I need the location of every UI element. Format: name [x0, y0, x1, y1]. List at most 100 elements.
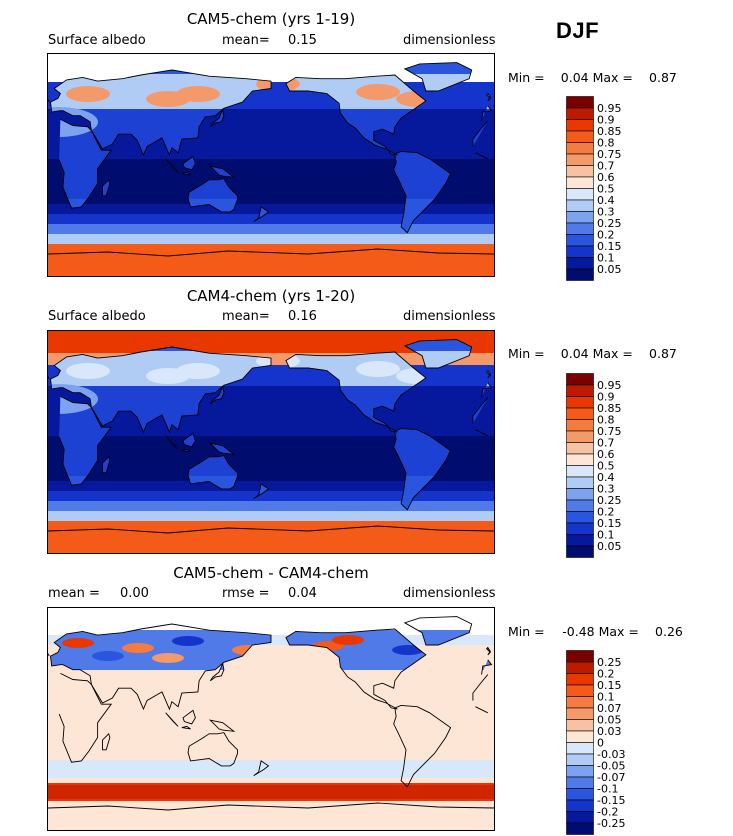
colorbar-tick-label: 0.3	[597, 483, 615, 496]
colorbar-tick-label: 0.85	[597, 402, 622, 415]
colorbar-swatch	[566, 753, 594, 766]
colorbar-swatch	[566, 384, 594, 397]
colorbar-swatch	[566, 707, 594, 720]
colorbar-tick-label: 0.6	[597, 448, 615, 461]
colorbar-swatch	[566, 222, 594, 235]
colorbar-swatch	[566, 673, 594, 686]
colorbar-swatch	[566, 188, 594, 201]
colorbar-tick-label: 0.85	[597, 125, 622, 138]
colorbar-tick-label: 0.9	[597, 114, 615, 127]
colorbar-tick-label: 0.4	[597, 471, 615, 484]
colorbar-swatch	[566, 776, 594, 789]
colorbar-tick-label: 0.15	[597, 517, 622, 530]
colorbar-tick-label: 0.95	[597, 102, 622, 115]
colorbar-tick-label: 0.8	[597, 137, 615, 150]
colorbar-tick-label: 0.6	[597, 171, 615, 184]
colorbar-tick-label: 0.2	[597, 668, 615, 681]
colorbar-swatch	[566, 765, 594, 778]
min-value: 0.04	[560, 346, 589, 361]
colorbar-swatch	[566, 373, 594, 386]
max-value: 0.87	[649, 346, 677, 361]
map-canvas	[48, 54, 494, 276]
colorbar-swatch	[566, 822, 594, 835]
colorbar-tick-label: 0.75	[597, 148, 622, 161]
colorbar-tick-label: 0.1	[597, 691, 615, 704]
colorbar-tick-label: 0.25	[597, 217, 622, 230]
panel-title: CAM5-chem (yrs 1-19)	[186, 10, 356, 28]
mean-value: 0.16	[288, 309, 317, 324]
mean-value: 0.00	[120, 586, 149, 601]
colorbar-swatch	[566, 165, 594, 178]
colorbar-swatch	[566, 245, 594, 258]
colorbar-swatch	[566, 176, 594, 189]
colorbar-swatch	[566, 453, 594, 466]
colorbar-tick-label: -0.25	[597, 817, 625, 830]
colorbar-swatch	[566, 119, 594, 132]
min-max-readout: Min = 0.04 Max = 0.87	[508, 346, 677, 361]
max-label: Max =	[592, 70, 633, 85]
mean-label: mean=	[222, 309, 270, 324]
colorbar-swatch	[566, 522, 594, 535]
min-max-readout: Min = 0.04 Max = 0.87	[508, 70, 677, 85]
colorbar-tick-label: -0.05	[597, 760, 625, 773]
colorbar-swatch	[566, 545, 594, 558]
rmse-value: 0.04	[288, 586, 317, 601]
max-label: Max =	[592, 346, 633, 361]
colorbar-tick-label: 0.15	[597, 679, 622, 692]
colorbar-swatch	[566, 684, 594, 697]
rmse-label: rmse =	[222, 586, 270, 601]
max-value: 0.26	[655, 624, 683, 639]
max-label: Max =	[598, 624, 639, 639]
colorbar-swatch	[566, 476, 594, 489]
colorbar-swatch	[566, 719, 594, 732]
colorbar-swatch	[566, 696, 594, 709]
variable-label: Surface albedo	[48, 309, 146, 324]
colorbar-swatch	[566, 661, 594, 674]
units-label: dimensionless	[403, 309, 496, 324]
min-label: Min =	[508, 346, 545, 361]
colorbar-swatch	[566, 430, 594, 443]
colorbar-tick-label: 0.1	[597, 529, 615, 542]
colorbar-tick-label: 0.03	[597, 725, 622, 738]
colorbar-tick-label: 0.07	[597, 702, 622, 715]
colorbar-swatch	[566, 799, 594, 812]
colorbar: 0.25 0.2 0.15 0.1 0.07 0.05 0.03 0 -0.03 -0.05 -0.…	[566, 650, 656, 836]
albedo-map	[47, 53, 495, 277]
colorbar-tick-label: 0.25	[597, 656, 622, 669]
colorbar-tick-label: 0.15	[597, 240, 622, 253]
map-canvas	[48, 608, 494, 830]
colorbar-tick-label: 0	[597, 737, 604, 750]
colorbar-tick-label: 0.2	[597, 506, 615, 519]
colorbar-tick-label: -0.03	[597, 748, 625, 761]
colorbar-swatch	[566, 488, 594, 501]
colorbar-tick-label: 0.7	[597, 437, 615, 450]
min-value: -0.48	[562, 624, 595, 639]
colorbar-swatch	[566, 730, 594, 743]
colorbar-swatch	[566, 107, 594, 120]
colorbar-tick-label: 0.9	[597, 391, 615, 404]
colorbar-swatch	[566, 419, 594, 432]
mean-label: mean=	[222, 33, 270, 48]
colorbar-swatch	[566, 499, 594, 512]
colorbar-swatch	[566, 153, 594, 166]
min-label: Min =	[508, 70, 545, 85]
colorbar-tick-label: 0.3	[597, 206, 615, 219]
colorbar-tick-label: -0.1	[597, 783, 618, 796]
units-label: dimensionless	[403, 586, 496, 601]
colorbar-tick-label: 0.4	[597, 194, 615, 207]
albedo-map	[47, 330, 495, 554]
mean-label: mean =	[48, 586, 100, 601]
colorbar-svg: 0.950.90.850.80.750.70.60.50.40.30.250.2…	[566, 373, 622, 558]
colorbar-tick-label: 0.7	[597, 160, 615, 173]
colorbar-tick-label: 0.95	[597, 379, 622, 392]
colorbar-swatch	[566, 142, 594, 155]
colorbar: 0.95 0.9 0.85 0.8 0.75 0.7 0.6 0.5 0.4 0.3 0.25 0.2…	[566, 96, 656, 282]
colorbar-swatch	[566, 234, 594, 247]
colorbar-swatch	[566, 742, 594, 755]
colorbar-swatch	[566, 811, 594, 824]
colorbar-tick-label: 0.25	[597, 494, 622, 507]
map-canvas	[48, 331, 494, 553]
units-label: dimensionless	[403, 33, 496, 48]
colorbar-swatch	[566, 211, 594, 224]
colorbar-swatch	[566, 199, 594, 212]
